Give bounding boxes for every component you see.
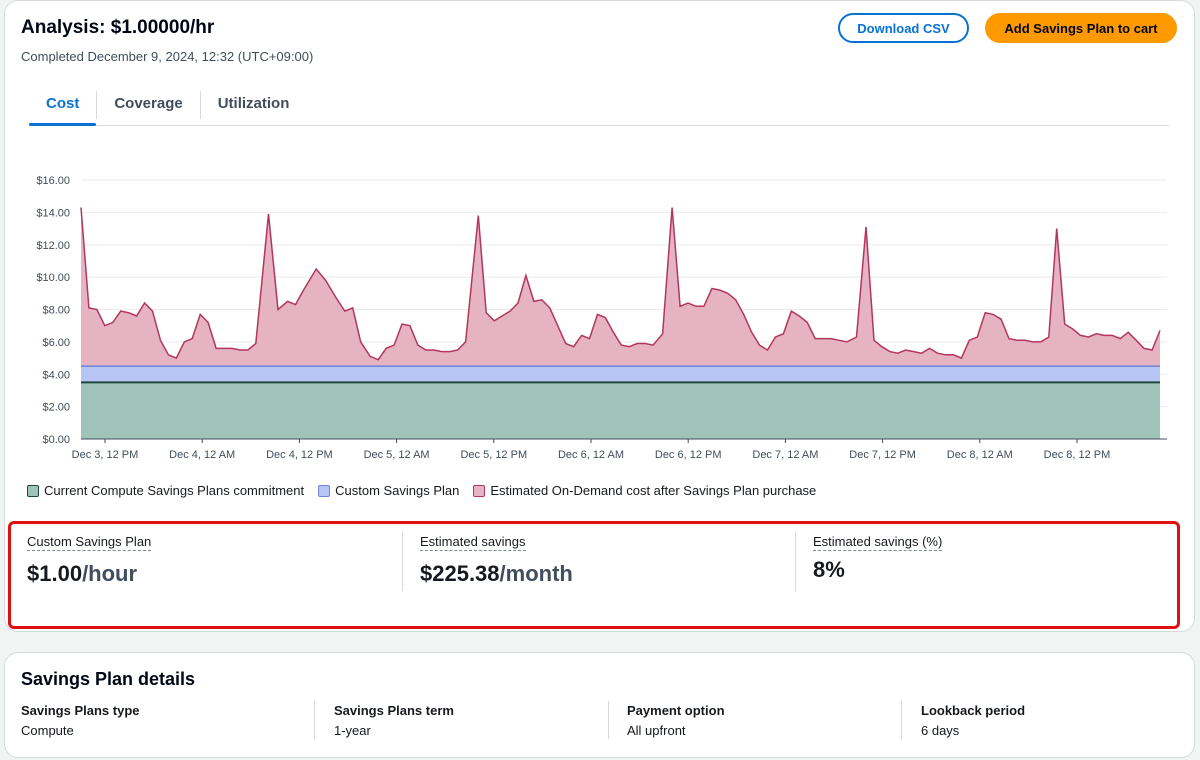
detail-payment-option: Payment option All upfront [627,703,725,738]
detail-divider [314,701,315,739]
metric-divider [402,531,403,591]
detail-label: Lookback period [921,703,1026,718]
chart-legend: Current Compute Savings Plans commitment… [27,483,830,498]
legend-swatch-commitment [27,484,39,497]
page-title: Analysis: $1.00000/hr [21,17,215,38]
x-tick-label: Dec 8, 12 AM [947,449,1013,461]
x-tick-label: Dec 6, 12 PM [655,449,722,461]
metric-amount: $1.00 [27,561,83,586]
metric-estimated-savings: Estimated savings $225.38/month [420,533,573,587]
legend-item-on-demand[interactable]: Estimated On-Demand cost after Savings P… [473,483,816,498]
legend-swatch-on-demand [473,484,486,497]
x-tick-label: Dec 7, 12 PM [849,449,916,461]
y-tick-label: $16.00 [36,175,70,187]
analysis-card: Analysis: $1.00000/hr Completed December… [4,0,1195,632]
metric-divider [795,531,796,591]
tab-divider [96,91,98,119]
legend-label-on-demand: Estimated On-Demand cost after Savings P… [490,483,817,498]
legend-item-commitment[interactable]: Current Compute Savings Plans commitment [27,483,304,498]
y-tick-label: $8.00 [42,305,70,317]
y-tick-label: $0.00 [42,434,70,446]
x-tick-label: Dec 5, 12 AM [364,449,430,461]
savings-plan-details-card: Savings Plan details Savings Plans type … [4,652,1195,758]
on-demand-line [80,207,1161,361]
metric-estimated-savings-percent: Estimated savings (%) 8% [813,533,943,583]
x-tick-label: Dec 8, 12 PM [1044,449,1111,461]
detail-lookback-period: Lookback period 6 days [921,703,1025,738]
x-tick-label: Dec 3, 12 PM [72,449,139,461]
x-tick-label: Dec 6, 12 AM [558,449,624,461]
detail-label: Savings Plans term [334,703,454,718]
legend-swatch-custom-plan [318,484,331,497]
detail-label: Savings Plans type [21,703,140,718]
metric-label: Custom Savings Plan [27,534,152,551]
add-savings-plan-to-cart-button[interactable]: Add Savings Plan to cart [985,13,1177,43]
metric-amount: 8% [813,557,845,582]
detail-value: All upfront [627,723,686,738]
detail-value: 6 days [921,723,960,738]
completed-timestamp: Completed December 9, 2024, 12:32 (UTC+0… [21,49,314,64]
tab-cost[interactable]: Cost [29,89,97,126]
y-tick-label: $14.00 [36,207,70,219]
tab-coverage[interactable]: Coverage [114,95,183,112]
x-tick-label: Dec 7, 12 AM [752,449,818,461]
x-tick-label: Dec 5, 12 PM [460,449,527,461]
metric-amount: $225.38 [420,561,500,586]
on-demand-area [81,207,1160,367]
metric-label: Estimated savings (%) [813,534,943,551]
download-csv-button[interactable]: Download CSV [838,13,969,43]
tab-utilization[interactable]: Utilization [217,95,290,112]
detail-value: 1-year [334,723,371,738]
detail-divider [608,701,609,739]
savings-chart: $16.00 $14.00 $12.00 $10.00 $8.00 $6.00 $4.00 $… [36,175,1167,461]
y-tick-label: $6.00 [42,337,70,349]
metric-label: Estimated savings [420,534,526,551]
detail-savings-plans-type: Savings Plans type Compute [21,703,140,738]
y-tick-label: $10.00 [36,272,70,284]
legend-label-custom-plan: Custom Savings Plan [335,483,460,498]
y-tick-label: $2.00 [42,402,70,414]
x-tick-label: Dec 4, 12 AM [169,449,235,461]
metric-unit: /month [499,561,573,586]
details-title: Savings Plan details [21,669,196,689]
metric-custom-savings-plan: Custom Savings Plan $1.00/hour [27,533,152,587]
detail-label: Payment option [627,703,725,718]
metric-value: $1.00/hour [27,561,151,587]
y-tick-label: $12.00 [36,240,70,252]
x-tick-label: Dec 4, 12 PM [266,449,333,461]
detail-savings-plans-term: Savings Plans term 1-year [334,703,454,738]
tab-divider [199,91,201,119]
legend-label-commitment: Current Compute Savings Plans commitment [44,483,305,498]
metric-unit: /hour [82,561,138,586]
commitment-area [81,382,1160,439]
detail-divider [901,701,902,739]
metric-value: $225.38/month [420,561,573,587]
legend-item-custom-plan[interactable]: Custom Savings Plan [318,483,459,498]
metrics-highlight-box [8,521,1180,629]
detail-value: Compute [21,723,74,738]
y-tick-label: $4.00 [42,369,70,381]
metric-value: 8% [813,557,942,583]
tab-bar: Cost Coverage Utilization [29,89,1169,126]
custom-plan-band [81,366,1160,383]
